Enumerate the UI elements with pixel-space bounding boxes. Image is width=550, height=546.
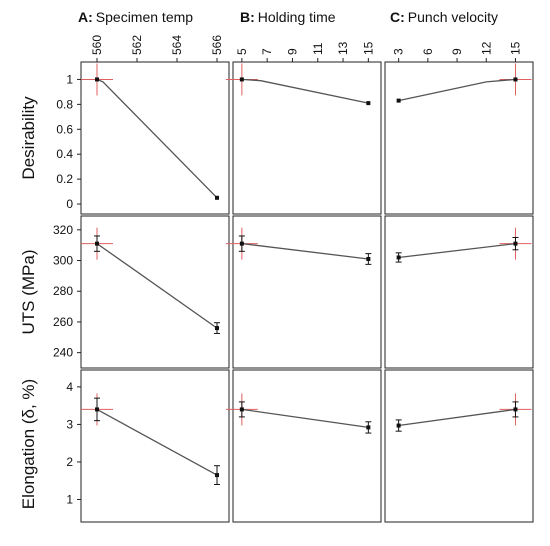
panel-r2-c1 xyxy=(225,369,382,523)
y-tick-label: 3 xyxy=(66,417,73,431)
panel-r1-c1 xyxy=(225,215,382,369)
data-point xyxy=(95,77,99,82)
x-tick-label: 7 xyxy=(260,48,274,55)
y-tick-label: 1 xyxy=(66,72,73,86)
panel-frame xyxy=(80,369,230,523)
y-tick-label: 1 xyxy=(66,492,73,506)
panel-r2-c0 xyxy=(80,369,230,523)
y-tick-label: 300 xyxy=(53,254,73,268)
series-line xyxy=(96,78,218,199)
x-tick-label: 12 xyxy=(479,41,493,55)
y-axis-0: 1 0.8 0.6 0.4 0.2 0 xyxy=(56,72,81,211)
data-point xyxy=(396,255,401,260)
series-line xyxy=(398,242,516,259)
column-title-text: Punch velocity xyxy=(408,9,498,25)
panel-frame xyxy=(232,61,382,215)
series-line xyxy=(241,78,369,104)
data-point xyxy=(215,195,219,200)
y-axis-1: 320 300 280 260 240 xyxy=(53,223,81,360)
y-tick-label: 0.2 xyxy=(56,172,73,186)
panel-frame xyxy=(80,61,230,215)
y-tick-label: 240 xyxy=(53,346,73,360)
x-tick-label: 562 xyxy=(130,35,144,55)
panel-frame xyxy=(232,215,382,369)
y-axis-2: 4 3 2 1 xyxy=(66,380,81,506)
y-tick-label: 2 xyxy=(66,455,73,469)
column-titles: A: Specimen temp B: Holding time C: Punch v… xyxy=(78,9,498,25)
series-line xyxy=(96,243,218,329)
column-title-letter: C: xyxy=(390,9,405,25)
series-line xyxy=(398,78,516,102)
x-axis-1: 5 7 9 11 13 15 xyxy=(235,41,375,62)
series-line xyxy=(96,408,218,476)
column-title-text: Holding time xyxy=(258,9,336,25)
panels: 560 562 564 566 5 7 9 11 13 15 3 6 9 12 1510.80.60.40.… xyxy=(53,35,534,523)
data-point xyxy=(366,425,371,430)
x-tick-label: 6 xyxy=(421,48,435,55)
data-point xyxy=(239,241,244,246)
y-tick-label: 280 xyxy=(53,284,73,298)
data-point xyxy=(215,326,219,331)
x-tick-label: 9 xyxy=(450,48,464,55)
x-tick-label: 566 xyxy=(210,35,224,55)
x-tick-label: 560 xyxy=(90,35,104,55)
data-point xyxy=(396,423,401,428)
series-line xyxy=(398,408,516,427)
x-tick-label: 9 xyxy=(285,48,299,55)
y-tick-label: 260 xyxy=(53,315,73,329)
data-point xyxy=(95,241,99,246)
panel-r0-c2 xyxy=(384,61,534,215)
x-tick-label: 5 xyxy=(235,48,249,55)
panel-r2-c2 xyxy=(384,369,534,523)
data-point xyxy=(215,473,219,478)
data-point xyxy=(513,77,518,82)
x-axis-0: 560 562 564 566 xyxy=(90,35,224,62)
row-title-elongation: Elongation (δ, %) xyxy=(19,379,38,509)
panel-r0-c1 xyxy=(225,61,382,215)
y-tick-label: 4 xyxy=(66,380,73,394)
column-title-letter: A: xyxy=(78,9,93,25)
y-tick-label: 0.8 xyxy=(56,97,73,111)
x-tick-label: 564 xyxy=(170,35,184,55)
x-tick-label: 15 xyxy=(508,41,522,55)
panel-frame xyxy=(384,61,534,215)
column-title-c: C: Punch velocity xyxy=(390,9,498,25)
x-axis-2: 3 6 9 12 15 xyxy=(392,41,522,62)
x-tick-label: 3 xyxy=(392,48,406,55)
panel-r0-c0 xyxy=(80,61,230,215)
column-title-a: A: Specimen temp xyxy=(78,9,193,25)
row-title-uts: UTS (MPa) xyxy=(19,250,38,335)
x-tick-label: 15 xyxy=(361,41,375,55)
series-line xyxy=(241,242,369,260)
row-title-desirability: Desirability xyxy=(19,96,38,180)
y-tick-label: 0.6 xyxy=(56,122,73,136)
data-point xyxy=(366,101,371,106)
panel-frame xyxy=(384,215,534,369)
panel-r1-c2 xyxy=(384,215,534,369)
data-point xyxy=(513,241,518,246)
y-tick-label: 0.4 xyxy=(56,147,73,161)
data-point xyxy=(239,77,244,82)
y-tick-label: 320 xyxy=(53,223,73,237)
column-title-letter: B: xyxy=(240,9,255,25)
data-point xyxy=(95,407,99,412)
x-tick-label: 13 xyxy=(336,41,350,55)
row-titles: Desirability UTS (MPa) Elongation (δ, %) xyxy=(19,96,38,509)
x-tick-label: 11 xyxy=(311,42,325,55)
data-point xyxy=(396,98,401,103)
column-title-b: B: Holding time xyxy=(240,9,336,25)
panel-r1-c0 xyxy=(80,215,230,369)
data-point xyxy=(239,407,244,412)
data-point xyxy=(366,256,371,261)
y-tick-label: 0 xyxy=(66,197,73,211)
column-title-text: Specimen temp xyxy=(96,9,193,25)
panel-frame xyxy=(384,369,534,523)
data-point xyxy=(513,407,518,412)
panel-frame xyxy=(232,369,382,523)
panel-frame xyxy=(80,215,230,369)
series-line xyxy=(241,408,369,429)
